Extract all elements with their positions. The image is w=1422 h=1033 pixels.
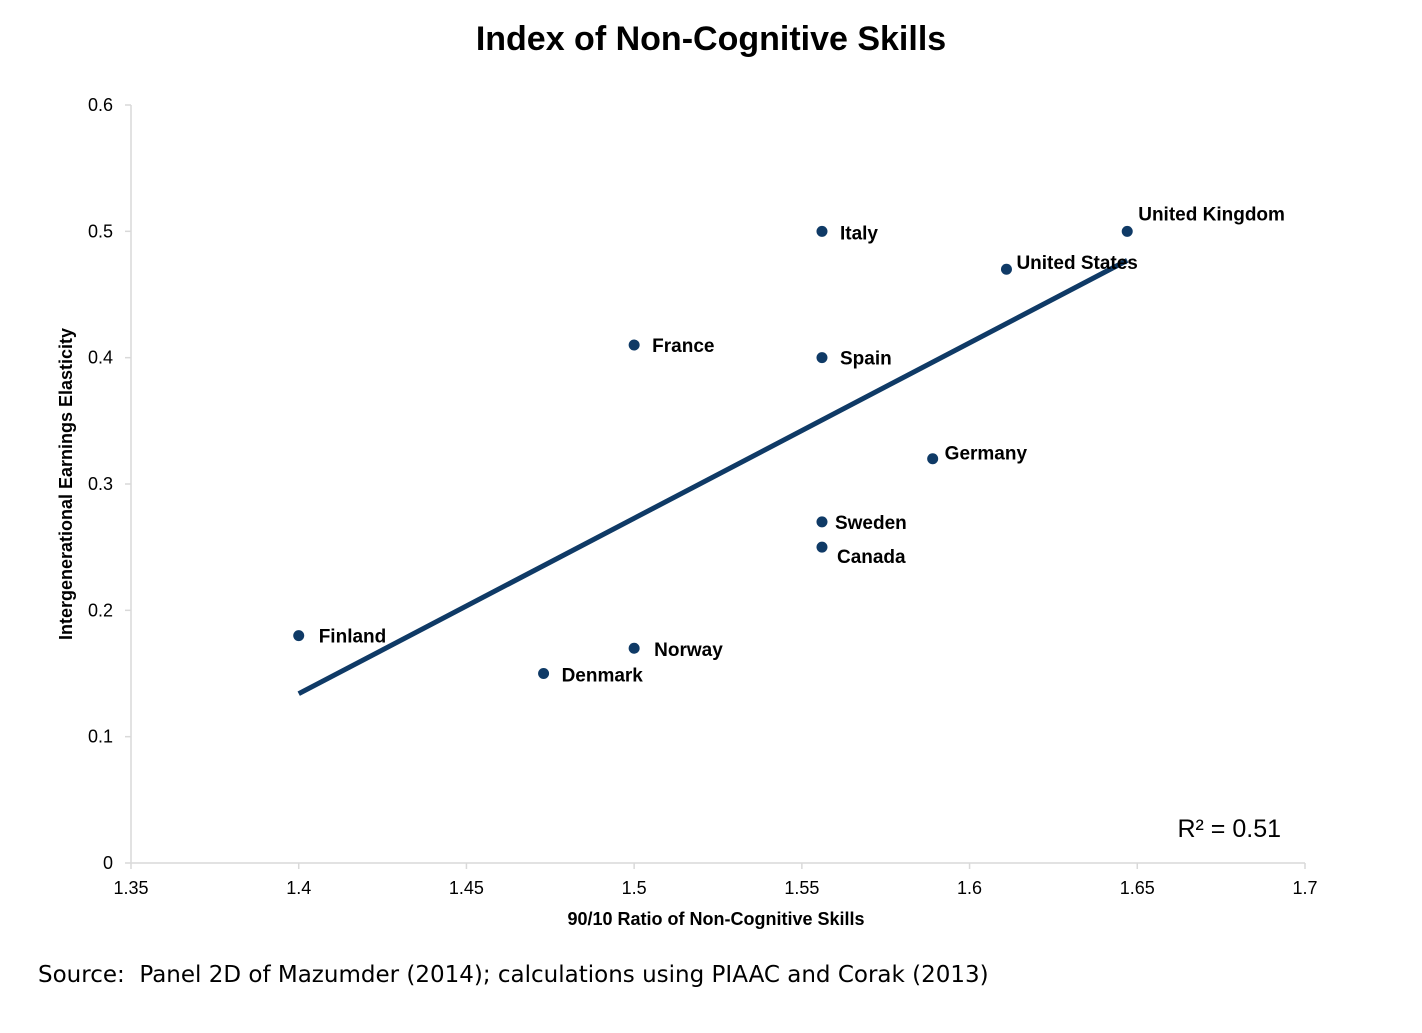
y-tick-label: 0.4 [88,348,113,368]
x-tick-label: 1.65 [1120,878,1155,898]
point-label-united-states: United States [1016,253,1137,274]
x-tick-label: 1.35 [113,878,148,898]
data-point-united-kingdom [1121,225,1133,237]
point-label-sweden: Sweden [835,513,907,534]
point-label-norway: Norway [654,640,723,661]
axes [130,105,1305,864]
point-label-spain: Spain [840,349,892,370]
data-point-united-states [1000,263,1012,275]
y-tick-label: 0 [103,853,113,873]
x-tick-label: 1.55 [784,878,819,898]
data-point-italy [816,225,828,237]
data-point-sweden [816,516,828,528]
trendline [297,258,1129,696]
y-ticks: 0 0.1 0.2 0.3 0.4 0.5 0.6 [88,95,131,873]
source-note: Source: Panel 2D of Mazumder (2014); cal… [38,962,989,988]
x-tick-label: 1.45 [449,878,484,898]
y-tick-label: 0.5 [88,221,113,241]
point-label-italy: Italy [840,223,878,244]
points-layer [293,225,1133,679]
data-point-norway [628,642,640,654]
x-tick-label: 1.7 [1292,878,1317,898]
data-point-spain [816,352,828,364]
x-tick-label: 1.5 [622,878,647,898]
point-label-denmark: Denmark [562,666,644,687]
point-label-germany: Germany [945,444,1028,465]
y-tick-label: 0.6 [88,95,113,115]
y-tick-label: 0.1 [88,727,113,747]
y-axis-title: Intergenerational Earnings Elasticity [56,328,76,640]
r-squared-annotation: R² = 0.51 [1177,815,1281,843]
point-label-canada: Canada [837,547,906,568]
y-tick-label: 0.2 [88,600,113,620]
x-axis-title: 90/10 Ratio of Non-Cognitive Skills [567,909,864,929]
y-tick-label: 0.3 [88,474,113,494]
point-label-france: France [652,336,714,357]
x-tick-label: 1.4 [286,878,311,898]
data-point-finland [293,630,305,642]
data-point-germany [927,453,939,465]
data-point-denmark [538,668,550,679]
point-label-finland: Finland [319,627,387,648]
x-ticks: 1.35 1.4 1.45 1.5 1.55 1.6 1.65 1.7 [113,863,1318,898]
labels-layer: Finland Denmark Norway France Italy Spain Swed… [319,204,1285,686]
data-point-canada [816,541,828,553]
point-label-united-kingdom: United Kingdom [1138,204,1285,225]
x-tick-label: 1.6 [957,878,982,898]
chart-title: Index of Non-Cognitive Skills [476,20,946,58]
data-point-france [628,339,640,351]
trendline-layer [297,258,1129,696]
